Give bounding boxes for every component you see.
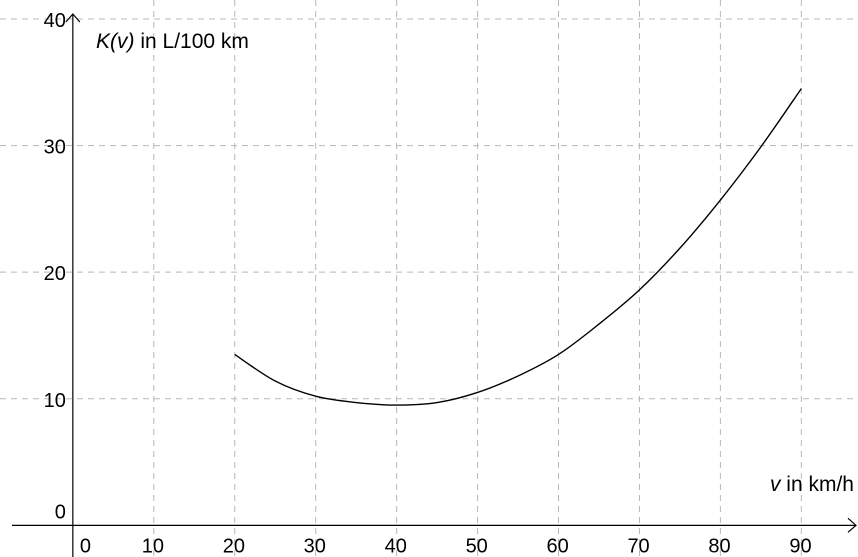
y-axis-label-unit: in L/100 km (135, 30, 249, 53)
x-tick-label-30: 30 (304, 535, 326, 557)
y-axis-arrow-icon (65, 13, 81, 23)
axes (12, 13, 857, 557)
y-tick-label-20: 20 (44, 263, 66, 285)
y-axis-label-function: K(v) (96, 30, 135, 53)
x-tick-label-70: 70 (627, 535, 649, 557)
x-tick-label-10: 10 (142, 535, 164, 557)
y-tick-label-30: 30 (44, 137, 66, 159)
x-axis-arrow-icon (847, 517, 857, 533)
series-line (234, 88, 802, 406)
x-axis-label: v in km/h (770, 473, 854, 496)
x-tick-label-20: 20 (223, 535, 245, 557)
x-tick-label-50: 50 (466, 535, 488, 557)
x-tick-labels: 0 10 20 30 40 50 60 70 80 90 (80, 535, 812, 557)
y-tick-labels: 0 10 20 30 40 (44, 10, 66, 523)
x-tick-label-60: 60 (547, 535, 569, 557)
y-axis-label: K(v) in L/100 km (96, 30, 249, 53)
x-tick-label-40: 40 (385, 535, 407, 557)
vertical-gridlines (153, 0, 802, 557)
x-axis-label-variable: v (770, 473, 782, 496)
x-tick-label-80: 80 (708, 535, 730, 557)
x-tick-label-0: 0 (80, 535, 91, 557)
horizontal-gridlines (0, 18, 858, 400)
y-tick-label-10: 10 (44, 390, 66, 412)
y-tick-label-0: 0 (55, 501, 66, 523)
x-tick-label-90: 90 (789, 535, 811, 557)
x-axis-label-unit: in km/h (780, 473, 854, 496)
y-tick-label-40: 40 (44, 10, 66, 32)
